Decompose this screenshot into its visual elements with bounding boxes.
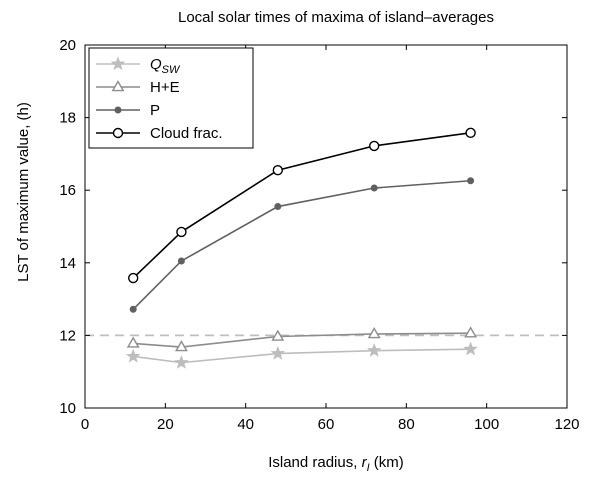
x-axis-label: Island radius, rI (km) [268, 454, 404, 474]
legend-label-text: Cloud frac. [150, 125, 223, 142]
data-point [174, 340, 188, 352]
legend-label-text: Q [150, 56, 162, 73]
axis-ticks: 0 20 40 60 80 100 120 10 12 14 16 18 20 [59, 37, 579, 433]
legend-label-text: H+E [150, 79, 180, 96]
legend-label-text: P [150, 102, 160, 119]
data-point [463, 341, 478, 356]
series-3 [127, 127, 476, 284]
data-point [369, 140, 380, 152]
x-tick-label: 80 [398, 416, 415, 433]
x-tick-label: 120 [554, 416, 579, 433]
legend-entry-0: QSW [96, 56, 181, 76]
data-point [129, 305, 137, 313]
x-tick-label: 100 [474, 416, 499, 433]
data-point [270, 345, 286, 360]
y-tick-label: 18 [59, 110, 76, 127]
x-axis-label-symbol-sub: I [367, 462, 370, 474]
x-axis-label-symbol: r [362, 454, 368, 471]
x-tick-label: 20 [157, 416, 174, 433]
data-point [465, 127, 476, 139]
legend-label: P [150, 102, 160, 119]
data-point [126, 336, 140, 348]
x-tick-label: 60 [318, 416, 335, 433]
series-0 [125, 341, 478, 369]
legend-label: H+E [150, 79, 180, 96]
data-point [366, 343, 382, 357]
data-point [464, 326, 478, 338]
data-point [467, 177, 475, 185]
legend: QSW H+E P Cloud frac. [88, 47, 254, 149]
data-point [127, 272, 139, 284]
series-group [125, 127, 478, 369]
data-point [174, 354, 189, 369]
y-tick-label: 10 [59, 400, 76, 417]
legend-entry-2: P [96, 102, 160, 119]
legend-label: Cloud frac. [150, 125, 223, 142]
data-point [272, 165, 283, 176]
y-axis-label: LST of maximum value, (h) [15, 102, 32, 282]
series-1 [126, 326, 478, 352]
x-axis-label-unit: (km) [370, 454, 404, 471]
data-point [177, 257, 185, 265]
legend-marker [112, 127, 124, 139]
data-point [271, 329, 285, 341]
x-tick-label: 40 [237, 416, 254, 433]
y-tick-label: 14 [59, 255, 76, 272]
legend-label: QSW [150, 56, 181, 76]
legend-entry-3: Cloud frac. [96, 125, 223, 142]
legend-marker [110, 56, 126, 71]
series-2 [129, 177, 475, 313]
chart-title: Local solar times of maxima of island–av… [178, 9, 494, 26]
y-tick-label: 20 [59, 37, 76, 54]
legend-marker [111, 80, 125, 92]
data-point [370, 184, 378, 192]
y-tick-label: 12 [59, 327, 76, 344]
legend-marker [114, 106, 122, 114]
data-point [274, 203, 282, 211]
x-tick-label: 0 [81, 416, 89, 433]
legend-label-sub: SW [162, 64, 181, 76]
y-tick-label: 16 [59, 182, 76, 199]
data-point [367, 327, 381, 339]
data-point [125, 348, 141, 363]
data-point [176, 226, 187, 238]
x-axis-label-text: Island radius, [268, 454, 361, 471]
legend-entry-1: H+E [96, 79, 180, 96]
